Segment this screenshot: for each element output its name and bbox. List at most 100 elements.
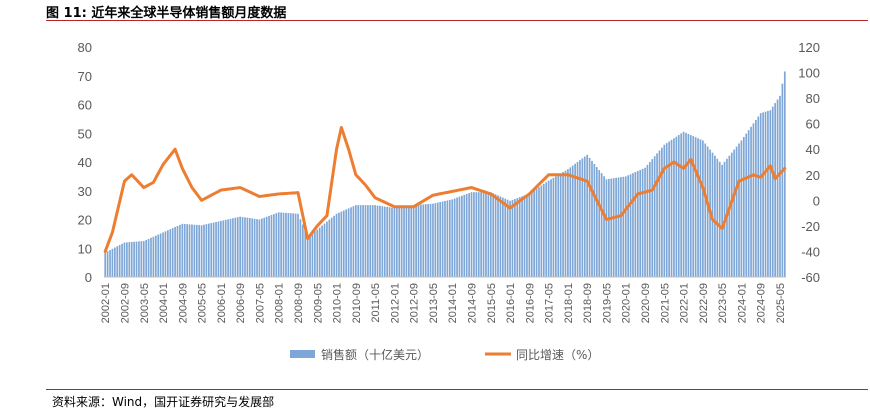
sales-bar	[706, 146, 709, 277]
sales-bar	[636, 170, 639, 277]
sales-bar	[114, 247, 116, 277]
sales-bar	[608, 178, 610, 277]
sales-bar	[779, 95, 781, 278]
sales-bar	[106, 251, 109, 277]
sales-bar	[586, 154, 589, 277]
sales-bar	[668, 141, 670, 277]
sales-bar	[444, 200, 446, 277]
sales-bar	[730, 152, 733, 277]
sales-bar	[246, 217, 249, 277]
sales-bar	[207, 223, 210, 277]
sales-bar	[277, 212, 280, 277]
sales-bar	[350, 207, 352, 277]
sales-bar	[629, 174, 632, 277]
sales-bar	[338, 212, 340, 277]
sales-bar	[612, 178, 615, 277]
x-tick-label: 2004-09	[177, 283, 189, 323]
sales-bar	[620, 177, 622, 277]
sales-bar	[533, 190, 536, 277]
sales-bar	[130, 241, 133, 277]
sales-bar	[154, 235, 157, 277]
sales-bar	[253, 218, 256, 277]
sales-bar	[583, 156, 586, 277]
sales-bar	[301, 224, 304, 277]
sales-bar	[381, 206, 384, 277]
sales-bar	[188, 224, 191, 277]
sales-bar	[369, 205, 372, 278]
x-tick-label: 2012-09	[409, 283, 421, 323]
sales-bar	[405, 206, 408, 277]
sales-bar	[530, 192, 533, 277]
sales-bar	[740, 140, 743, 277]
sales-bar	[694, 137, 697, 277]
sales-bar	[665, 143, 668, 277]
sales-bar	[323, 223, 326, 277]
sales-bar	[564, 170, 567, 278]
sales-bar	[135, 241, 138, 277]
x-tick-label: 2004-01	[158, 283, 170, 323]
sales-bar	[169, 229, 172, 277]
sales-bar	[446, 200, 449, 277]
sales-bar	[463, 194, 466, 277]
sales-bar	[328, 219, 331, 277]
sales-bar	[501, 197, 504, 277]
sales-bar	[420, 204, 422, 277]
sales-bar	[699, 139, 702, 277]
sales-bar	[600, 173, 603, 277]
sales-bar	[489, 192, 492, 277]
x-tick-label: 2010-09	[351, 283, 363, 323]
sales-bar	[171, 228, 174, 278]
sales-bar	[200, 225, 203, 277]
left-tick-label: 70	[78, 69, 92, 84]
sales-bar	[241, 216, 244, 277]
sales-bar	[547, 180, 550, 277]
sales-bar	[595, 167, 598, 277]
sales-bar	[603, 176, 605, 277]
sales-bar	[617, 177, 620, 277]
sales-bar	[191, 224, 193, 277]
sales-bar	[174, 227, 176, 277]
sales-bar	[634, 172, 637, 277]
sales-bar	[340, 211, 343, 277]
sales-bar	[133, 241, 135, 277]
sales-bar	[203, 224, 205, 277]
sales-bar	[364, 205, 367, 278]
x-tick-label: 2024-01	[736, 283, 748, 323]
sales-bar	[164, 231, 167, 277]
x-tick-label: 2006-01	[216, 283, 228, 323]
sales-bar	[140, 241, 143, 277]
sales-bar	[415, 204, 417, 277]
x-tick-label: 2017-05	[544, 283, 556, 323]
sales-bar	[499, 196, 502, 277]
x-tick-label: 2018-09	[582, 283, 594, 323]
sales-bar	[342, 210, 345, 277]
sales-bar	[738, 143, 740, 277]
left-tick-label: 50	[78, 126, 92, 141]
sales-bar	[458, 196, 461, 277]
sales-bar	[550, 179, 552, 277]
right-tick-label: 80	[806, 91, 820, 106]
right-tick-label: 20	[806, 168, 820, 183]
sales-bar	[217, 221, 220, 277]
sales-bar	[506, 199, 509, 277]
sales-bar	[311, 232, 314, 277]
sales-bar	[557, 174, 560, 277]
source-rule	[46, 389, 868, 390]
sales-bar	[270, 215, 273, 277]
sales-bar	[456, 197, 458, 277]
x-tick-label: 2014-09	[467, 283, 479, 323]
right-tick-label: 40	[806, 142, 820, 157]
title-rule	[46, 20, 868, 21]
sales-bar	[427, 204, 429, 277]
x-tick-label: 2009-05	[312, 283, 324, 323]
sales-bar	[451, 199, 454, 278]
sales-bar	[677, 135, 680, 277]
sales-bar	[400, 206, 403, 277]
x-tick-label: 2014-01	[447, 283, 459, 323]
sales-bar	[663, 144, 666, 277]
sales-bar	[147, 238, 150, 277]
sales-bar	[632, 173, 634, 277]
sales-bar	[605, 179, 608, 277]
sales-bar	[728, 155, 731, 277]
sales-bar	[523, 195, 526, 277]
